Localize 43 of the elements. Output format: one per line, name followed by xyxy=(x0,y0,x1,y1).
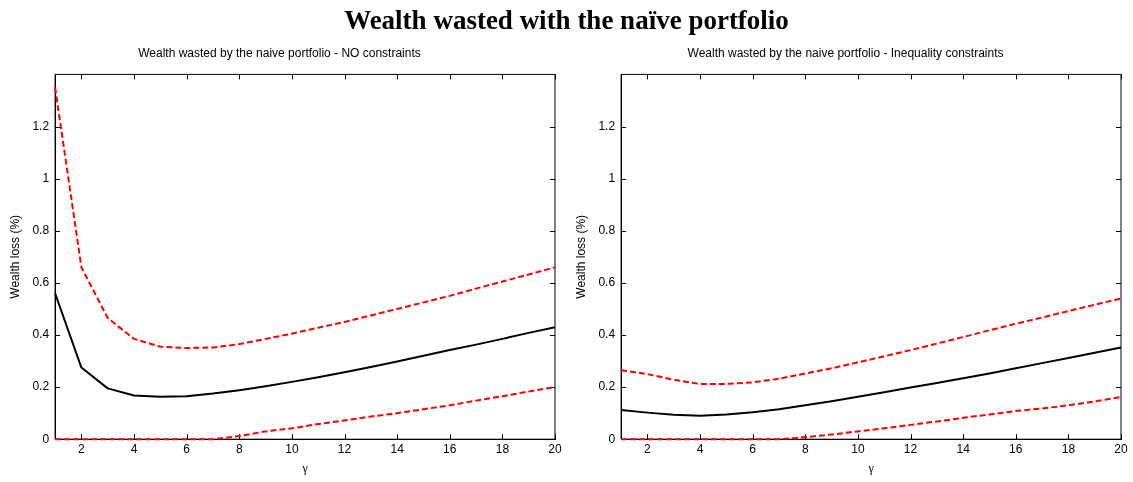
x-tick-label: 6 xyxy=(749,441,757,456)
chart-title: Wealth wasted by the naive portfolio - NO constraints xyxy=(138,45,421,60)
x-tick-label: 14 xyxy=(956,441,971,456)
x-axis-title: γ xyxy=(301,460,309,475)
y-tick-label: 0.6 xyxy=(598,275,616,290)
x-tick-label: 6 xyxy=(183,441,191,456)
y-tick-label: 0.6 xyxy=(32,275,50,290)
chart-title: Wealth wasted by the naive portfolio - Inequality constraints xyxy=(687,45,1004,60)
x-tick-label: 12 xyxy=(337,441,352,456)
x-tick-label: 2 xyxy=(644,441,652,456)
y-tick-label: 1.2 xyxy=(598,118,616,133)
y-axis-title: Wealth loss (%) xyxy=(573,214,588,299)
x-tick-label: 16 xyxy=(1009,441,1023,456)
x-axis-title: γ xyxy=(867,460,875,475)
x-tick-label: 8 xyxy=(801,441,809,456)
x-tick-label: 14 xyxy=(390,441,405,456)
y-tick-label: 0.2 xyxy=(32,379,50,394)
y-tick-label: 1 xyxy=(608,170,616,185)
x-tick-label: 8 xyxy=(235,441,243,456)
y-tick-label: 1 xyxy=(42,170,50,185)
y-tick-label: 1.2 xyxy=(32,118,50,133)
line-series xyxy=(620,297,1122,385)
x-tick-label: 20 xyxy=(548,441,562,456)
x-tick-label: 4 xyxy=(130,441,138,456)
y-tick-label: 0 xyxy=(42,431,50,446)
x-tick-label: 18 xyxy=(1061,441,1076,456)
x-tick-label: 4 xyxy=(696,441,704,456)
text: Wealth wasted with the naïve portfolio xyxy=(343,4,790,37)
x-tick-label: 10 xyxy=(851,441,865,456)
y-tick-label: 0.2 xyxy=(598,379,616,394)
x-tick-label: 10 xyxy=(285,441,299,456)
x-tick-label: 16 xyxy=(443,441,457,456)
y-tick-label: 0.4 xyxy=(598,327,616,342)
x-tick-label: 12 xyxy=(903,441,918,456)
line-series xyxy=(54,86,556,349)
x-tick-label: 18 xyxy=(495,441,510,456)
y-tick-label: 0.8 xyxy=(32,223,50,238)
x-tick-label: 20 xyxy=(1114,441,1128,456)
x-tick-label: 2 xyxy=(78,441,86,456)
y-tick-label: 0 xyxy=(608,431,616,446)
y-tick-label: 0.4 xyxy=(32,327,50,342)
y-axis-title: Wealth loss (%) xyxy=(7,214,22,299)
y-tick-label: 0.8 xyxy=(598,223,616,238)
